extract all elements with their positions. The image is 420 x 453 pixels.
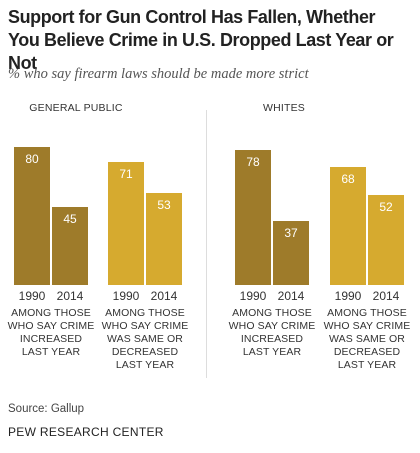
- group-label-line: INCREASED: [19, 333, 83, 345]
- bar: [368, 195, 404, 285]
- panel-title: WHITES: [262, 102, 306, 114]
- group-label-line: DECREASED: [333, 346, 401, 358]
- bar: [14, 146, 50, 285]
- bar: [273, 220, 309, 285]
- group-label-line: WHO SAY CRIME: [323, 320, 411, 332]
- group-label: AMONG THOSE WHO SAY CRIME INCREASED LAST YE…: [228, 307, 316, 359]
- x-tick-label: 1990: [334, 289, 362, 303]
- bar-value-label: 80: [25, 151, 39, 166]
- group-label-line: LAST YEAR: [337, 359, 397, 371]
- bar-value-label: 53: [157, 198, 171, 213]
- x-tick-label: 1990: [239, 289, 267, 303]
- x-tick-label: 2014: [277, 289, 305, 303]
- bar-value-label: 68: [341, 172, 355, 187]
- bar: [52, 207, 88, 285]
- bar: [235, 150, 271, 285]
- group-label-line: WAS SAME OR: [107, 333, 183, 345]
- group-label-line: WHO SAY CRIME: [228, 320, 316, 332]
- group-label-line: AMONG THOSE: [327, 307, 407, 319]
- bar-value-label: 45: [63, 212, 77, 227]
- group-label-line: WHO SAY CRIME: [7, 320, 95, 332]
- group-label-line: WHO SAY CRIME: [101, 320, 189, 332]
- x-tick-label: 2014: [372, 289, 400, 303]
- bar: [146, 193, 182, 285]
- group-label-line: AMONG THOSE: [105, 307, 185, 319]
- panel-title: GENERAL PUBLIC: [29, 102, 123, 114]
- group-label-line: LAST YEAR: [21, 346, 81, 358]
- group-label-line: WAS SAME OR: [329, 333, 405, 345]
- x-tick-label: 1990: [112, 289, 140, 303]
- x-tick-label: 1990: [18, 289, 46, 303]
- chart-title: Support for Gun Control Has Fallen, Whet…: [8, 6, 394, 73]
- panel-divider: [206, 110, 207, 378]
- group-label: AMONG THOSE WHO SAY CRIME WAS SAME OR DECRE…: [323, 307, 411, 372]
- bar-value-label: 37: [284, 225, 298, 240]
- source-note: Source: Gallup: [8, 403, 85, 415]
- bar-value-label: 78: [246, 155, 260, 170]
- bar: [108, 162, 144, 285]
- organization-name: PEW RESEARCH CENTER: [8, 425, 164, 439]
- bar-value-label: 52: [379, 200, 393, 215]
- bar-value-label: 71: [119, 167, 133, 182]
- group-label-line: INCREASED: [240, 333, 304, 345]
- x-tick-label: 2014: [150, 289, 178, 303]
- group-label: AMONG THOSE WHO SAY CRIME WAS SAME OR DECRE…: [101, 307, 189, 372]
- group-label: AMONG THOSE WHO SAY CRIME INCREASED LAST YE…: [7, 307, 95, 359]
- group-label-line: LAST YEAR: [115, 359, 175, 371]
- bar: [330, 167, 366, 285]
- x-tick-label: 2014: [56, 289, 84, 303]
- group-label-line: AMONG THOSE: [232, 307, 312, 319]
- group-label-line: DECREASED: [111, 346, 179, 358]
- group-label-line: AMONG THOSE: [11, 307, 91, 319]
- chart-subtitle: % who say firearm laws should be made mo…: [8, 66, 309, 82]
- group-label-line: LAST YEAR: [242, 346, 302, 358]
